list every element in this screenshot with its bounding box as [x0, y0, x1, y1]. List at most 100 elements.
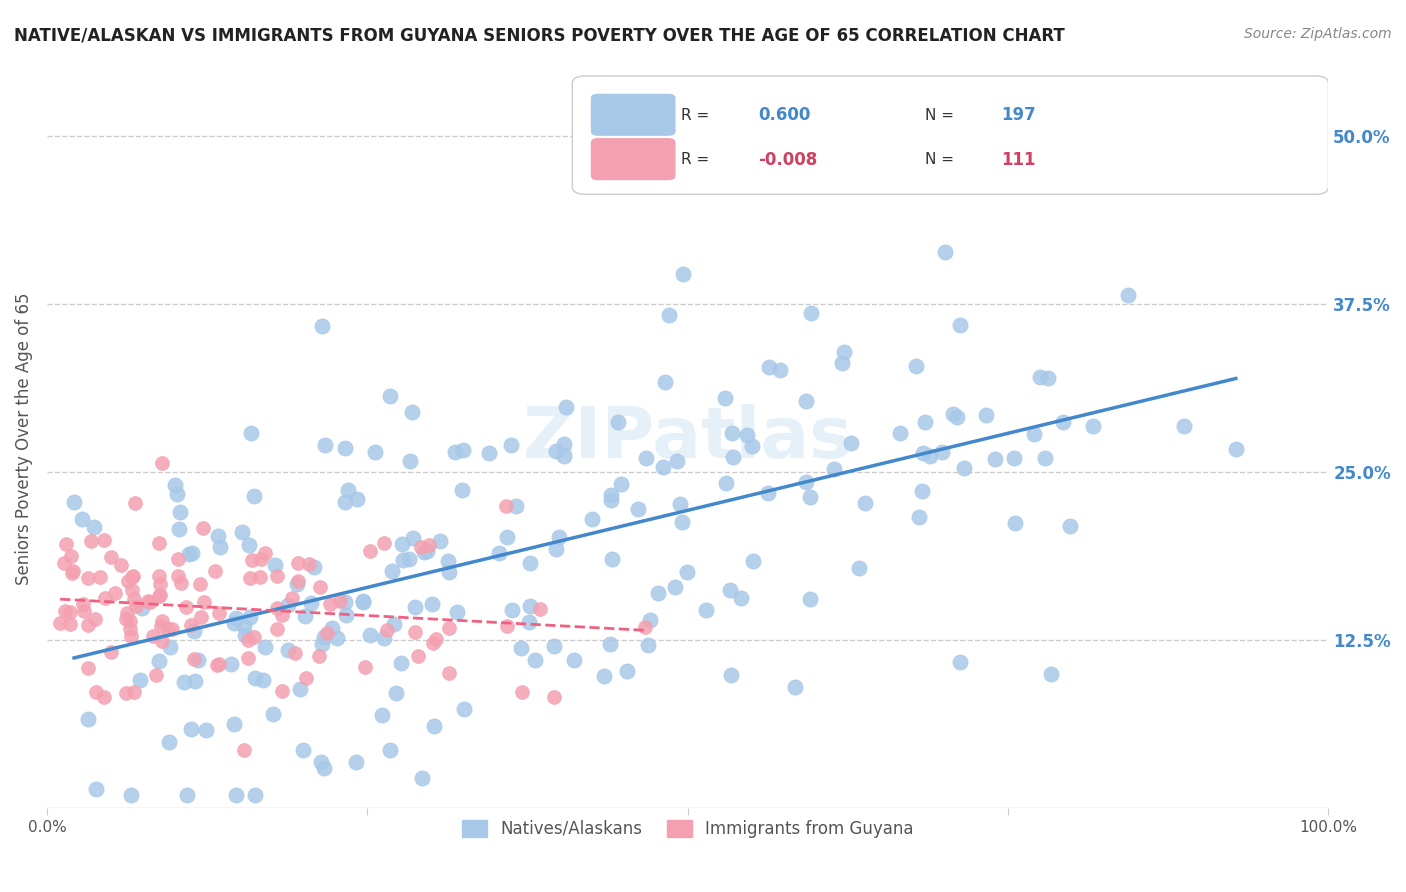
Point	[352, 595, 374, 609]
Point	[799, 490, 821, 504]
Point	[249, 570, 271, 584]
Y-axis label: Seniors Poverty Over the Age of 65: Seniors Poverty Over the Age of 65	[15, 293, 32, 585]
Point	[496, 619, 519, 633]
Point	[299, 596, 322, 610]
Point	[124, 495, 146, 509]
Point	[524, 653, 547, 667]
Point	[562, 653, 585, 667]
Point	[651, 459, 673, 474]
Point	[718, 582, 741, 597]
Point	[934, 244, 956, 259]
Point	[276, 642, 298, 657]
Text: ZIPatlas: ZIPatlas	[523, 404, 852, 473]
Point	[496, 530, 519, 544]
Point	[271, 607, 294, 622]
Point	[169, 505, 191, 519]
Point	[914, 415, 936, 429]
Point	[1033, 450, 1056, 465]
Point	[529, 601, 551, 615]
Point	[149, 588, 172, 602]
Point	[714, 391, 737, 405]
Point	[49, 616, 72, 631]
Point	[139, 595, 162, 609]
Point	[195, 723, 218, 737]
Point	[889, 425, 911, 440]
Point	[184, 673, 207, 688]
Point	[839, 436, 862, 450]
Point	[94, 591, 117, 605]
Point	[382, 616, 405, 631]
Point	[654, 376, 676, 390]
Point	[148, 654, 170, 668]
Point	[794, 475, 817, 490]
Point	[115, 606, 138, 620]
Point	[758, 360, 780, 375]
Point	[637, 638, 659, 652]
Point	[281, 591, 304, 606]
Point	[1052, 416, 1074, 430]
Point	[63, 494, 86, 508]
Point	[180, 618, 202, 632]
Point	[219, 657, 242, 671]
Point	[373, 631, 395, 645]
Point	[254, 545, 277, 559]
Text: N =: N =	[925, 152, 953, 167]
Point	[553, 437, 575, 451]
Point	[84, 781, 107, 796]
Point	[942, 407, 965, 421]
Point	[1081, 419, 1104, 434]
Point	[157, 735, 180, 749]
Point	[832, 345, 855, 359]
Point	[122, 685, 145, 699]
Point	[425, 632, 447, 647]
Point	[547, 530, 569, 544]
Point	[488, 546, 510, 560]
Point	[239, 610, 262, 624]
Point	[853, 496, 876, 510]
Point	[70, 512, 93, 526]
Point	[675, 565, 697, 579]
Point	[222, 615, 245, 630]
Point	[742, 554, 765, 568]
Point	[93, 690, 115, 704]
Point	[179, 547, 201, 561]
Point	[730, 591, 752, 606]
Point	[1059, 519, 1081, 533]
Point	[658, 308, 681, 322]
Point	[53, 604, 76, 618]
Point	[309, 580, 332, 594]
Point	[233, 627, 256, 641]
Point	[638, 613, 661, 627]
Point	[555, 401, 578, 415]
Point	[245, 788, 267, 802]
Point	[378, 389, 401, 403]
Point	[610, 476, 633, 491]
Point	[314, 762, 336, 776]
Point	[318, 597, 340, 611]
Point	[76, 661, 98, 675]
Point	[422, 636, 444, 650]
Point	[391, 537, 413, 551]
Point	[437, 621, 460, 635]
Point	[406, 648, 429, 663]
Point	[266, 622, 288, 636]
Point	[207, 529, 229, 543]
Point	[100, 549, 122, 564]
Point	[592, 669, 614, 683]
Point	[671, 515, 693, 529]
Point	[59, 605, 82, 619]
Point	[311, 755, 333, 769]
Point	[326, 631, 349, 645]
Point	[83, 520, 105, 534]
Point	[912, 446, 935, 460]
Point	[287, 556, 309, 570]
Point	[118, 622, 141, 636]
Point	[429, 533, 451, 548]
Point	[333, 595, 356, 609]
Point	[204, 564, 226, 578]
Point	[169, 522, 191, 536]
Point	[128, 673, 150, 687]
Point	[150, 614, 173, 628]
Point	[1225, 442, 1247, 456]
Point	[60, 566, 83, 581]
